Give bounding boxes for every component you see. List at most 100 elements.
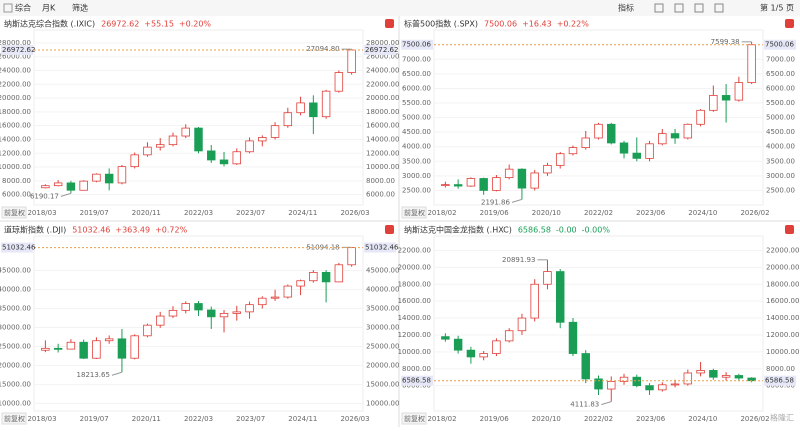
indicator-button[interactable]: 指标 xyxy=(618,3,634,13)
candle-body xyxy=(492,340,501,354)
candle-body xyxy=(517,168,527,189)
candle-body xyxy=(41,347,50,351)
candle-body xyxy=(334,72,344,92)
y-tick-label: 4500.00 xyxy=(402,128,431,136)
y-tick-label: 7000.00 xyxy=(402,55,431,63)
candle-body xyxy=(466,178,476,187)
candle-body xyxy=(130,154,139,168)
candle-body xyxy=(479,353,488,358)
y-tick-label: 45000.00 xyxy=(366,266,399,274)
y-tick-label: 18000.00 xyxy=(0,108,31,116)
candle-body xyxy=(117,338,127,359)
x-tick-label: 2023/07 xyxy=(236,415,265,423)
candle-body xyxy=(581,353,590,380)
x-tick-label: 2024/11 xyxy=(288,209,317,217)
y-tick-label: 40000.00 xyxy=(366,285,399,293)
candle-body xyxy=(530,172,539,189)
tab[interactable]: 综合 xyxy=(15,3,31,13)
y-tick-label: 35000.00 xyxy=(0,304,31,312)
x-tick-label: 2018/02 xyxy=(427,209,456,217)
x-tick-label: 2019/06 xyxy=(480,415,510,423)
candle-body xyxy=(232,311,242,314)
plot-frame xyxy=(33,29,364,206)
candle-body xyxy=(296,102,305,114)
candle-body xyxy=(683,372,693,385)
y-tick-label: 14000.00 xyxy=(766,314,799,322)
candle-body xyxy=(66,182,76,191)
candle-body xyxy=(143,324,152,337)
y-tick-label: 45000.00 xyxy=(0,266,31,274)
price-tag xyxy=(364,44,396,55)
adjust-box xyxy=(1,412,27,425)
candle-body xyxy=(670,133,680,139)
y-tick-label: 15000.00 xyxy=(366,380,399,388)
annotation-leader xyxy=(601,401,612,406)
candle-body xyxy=(619,376,629,382)
candle-body xyxy=(155,144,165,148)
x-tick-label: 2026/03 xyxy=(340,415,369,423)
y-tick-label: 16000.00 xyxy=(366,122,399,130)
x-tick-label: 2023/07 xyxy=(236,209,265,217)
y-tick-label: 2500.00 xyxy=(402,186,431,194)
chart-title: 纳斯达克综合指数 (.IXIC) xyxy=(4,19,95,29)
quote-change_pct: +0.72% xyxy=(155,226,188,235)
x-tick-label: 2022/03 xyxy=(184,415,213,423)
candle-body xyxy=(683,123,693,139)
adjust-label: 前复权 xyxy=(404,208,425,217)
plot-frame xyxy=(433,235,764,412)
annotation: 20891.93 xyxy=(502,256,535,264)
toolbar xyxy=(0,0,800,16)
candle-body xyxy=(41,185,50,189)
y-tick-label: 6000.00 xyxy=(402,84,431,92)
candle-body xyxy=(117,166,127,184)
y-tick-label: 5000.00 xyxy=(766,114,795,122)
y-tick-label: 5000.00 xyxy=(402,114,431,122)
y-tick-label: 10000.00 xyxy=(366,163,399,171)
x-tick-label: 2019/07 xyxy=(80,209,109,217)
y-tick-label: 6000.00 xyxy=(2,191,31,199)
y-tick-label: 16000.00 xyxy=(0,122,31,130)
y-tick-label: 20000.00 xyxy=(766,263,799,271)
candle-body xyxy=(283,285,293,298)
close-button xyxy=(785,19,794,28)
candle-body xyxy=(296,280,305,287)
annotation: 2191.86 xyxy=(481,198,510,206)
y-tick-label: 8000.00 xyxy=(2,177,31,185)
y-tick-label: 7000.00 xyxy=(766,55,795,63)
x-tick-label: 2026/03 xyxy=(340,209,369,217)
y-tick-label: 26000.00 xyxy=(0,53,31,61)
candle-body xyxy=(309,271,318,282)
x-tick-label: 2023/06 xyxy=(636,209,666,217)
candle-body xyxy=(607,381,616,390)
tab[interactable]: 月K xyxy=(42,4,56,13)
annotation: 4111.83 xyxy=(570,401,599,409)
candle-body xyxy=(321,271,331,283)
tab[interactable]: 筛选 xyxy=(72,3,88,13)
adjust-label: 前复权 xyxy=(4,208,25,217)
price-tag xyxy=(1,44,33,55)
x-tick-label: 2018/03 xyxy=(27,415,56,423)
candle-body xyxy=(53,347,63,350)
annotation-leader xyxy=(111,371,123,376)
candle-body xyxy=(104,338,114,342)
close-button xyxy=(385,19,394,28)
candle-body xyxy=(441,336,450,340)
candle-body xyxy=(321,90,331,118)
y-tick-label: 22000.00 xyxy=(398,246,431,254)
page-indicator: 第 1/5 页 xyxy=(760,3,794,13)
x-tick-label: 2019/06 xyxy=(480,209,510,217)
y-tick-label: 20000.00 xyxy=(366,361,399,369)
toolbar-icons xyxy=(654,3,724,13)
y-tick-label: 4000.00 xyxy=(766,143,795,151)
candle-body xyxy=(270,296,280,299)
x-tick-label: 2022/02 xyxy=(584,209,613,217)
candle-body xyxy=(543,271,552,285)
quote-change_pct: +0.20% xyxy=(179,20,212,29)
candle-body xyxy=(194,127,203,152)
candle-body xyxy=(258,297,267,306)
candle-body xyxy=(66,341,76,350)
candle-body xyxy=(79,180,88,191)
x-tick-label: 2024/11 xyxy=(288,415,317,423)
y-tick-label: 22000.00 xyxy=(0,80,31,88)
